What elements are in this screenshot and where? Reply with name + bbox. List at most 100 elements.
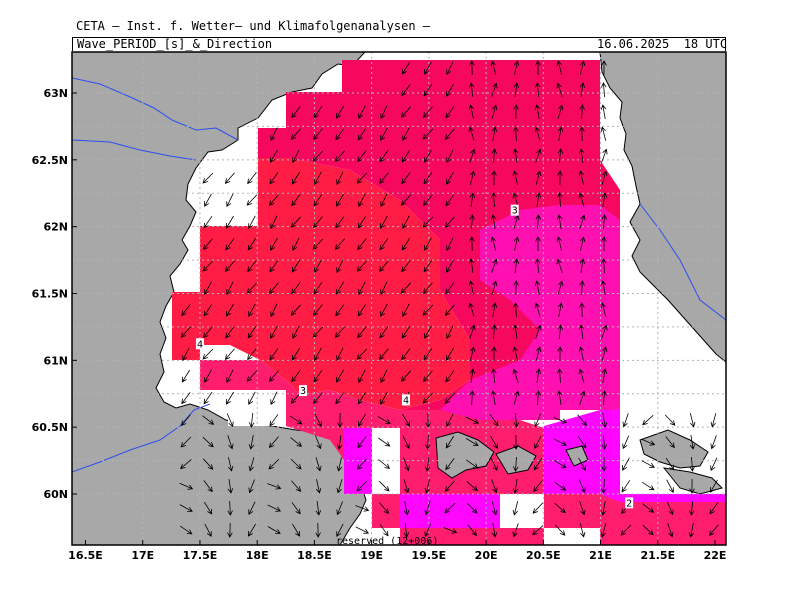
direction-arrow	[557, 192, 563, 208]
direction-arrow	[641, 438, 656, 446]
direction-arrow	[535, 324, 542, 339]
direction-arrow	[579, 501, 586, 516]
direction-arrow	[379, 238, 389, 251]
graticule	[72, 52, 726, 545]
direction-arrow	[642, 415, 654, 426]
direction-arrow	[512, 346, 518, 361]
direction-arrow	[246, 194, 258, 206]
direction-arrow	[445, 347, 454, 361]
direction-arrow	[710, 457, 718, 472]
direction-arrow	[601, 346, 608, 361]
y-tick-label: 61N	[43, 354, 68, 367]
direction-arrow	[402, 435, 410, 450]
direction-arrow	[557, 148, 564, 164]
direction-arrow	[446, 413, 454, 427]
svg-text:4: 4	[197, 339, 203, 350]
direction-arrow	[292, 149, 300, 163]
direction-arrow	[535, 346, 542, 361]
direction-arrow	[621, 479, 631, 493]
direction-arrow	[227, 435, 234, 450]
direction-arrow	[445, 282, 455, 295]
direction-arrow	[577, 414, 587, 427]
direction-arrow	[379, 150, 389, 163]
direction-arrow	[401, 84, 411, 97]
direction-arrow	[601, 82, 607, 98]
direction-arrow	[689, 413, 696, 428]
direction-arrow	[204, 369, 212, 383]
direction-arrow	[491, 324, 497, 340]
direction-arrow	[225, 238, 235, 251]
direction-arrow	[402, 413, 411, 427]
direction-arrow	[491, 501, 498, 516]
direction-arrow	[336, 171, 344, 186]
direction-arrow	[535, 192, 542, 207]
direction-arrow	[490, 435, 498, 449]
direction-arrow	[688, 523, 695, 538]
contour-label: 4	[401, 394, 410, 406]
direction-arrow	[535, 236, 541, 252]
direction-arrow	[557, 324, 564, 340]
direction-arrow	[204, 193, 212, 207]
direction-arrow	[444, 128, 455, 140]
direction-arrow	[314, 171, 322, 185]
direction-arrow	[357, 215, 367, 229]
direction-arrow	[553, 459, 567, 469]
direction-arrow	[710, 479, 718, 493]
direction-arrow	[358, 281, 366, 295]
direction-arrow	[423, 171, 433, 185]
direction-arrow	[401, 149, 411, 163]
direction-arrow	[335, 128, 345, 141]
map-frame	[71, 51, 727, 546]
direction-arrow	[534, 126, 541, 141]
direction-arrow	[248, 479, 255, 494]
direction-arrow	[202, 348, 214, 360]
direction-arrow	[355, 505, 370, 512]
direction-arrow	[270, 215, 278, 230]
direction-arrow	[247, 348, 257, 361]
direction-arrow	[227, 500, 233, 516]
direction-arrow	[380, 281, 388, 296]
direction-arrow	[513, 258, 520, 273]
direction-arrow	[601, 324, 608, 339]
direction-arrow	[247, 260, 257, 273]
direction-arrow	[402, 303, 410, 317]
direction-arrow	[425, 434, 431, 450]
direction-arrow	[556, 258, 563, 273]
direction-arrow	[491, 523, 498, 538]
direction-arrow	[269, 348, 279, 361]
direction-arrow	[378, 348, 389, 361]
direction-arrow	[490, 236, 497, 251]
direction-arrow	[400, 194, 411, 206]
direction-arrow	[557, 170, 563, 186]
direction-arrow	[620, 524, 632, 536]
direction-arrow	[379, 326, 389, 339]
direction-arrow	[290, 437, 303, 447]
direction-arrow	[315, 501, 322, 516]
direction-arrow	[491, 82, 498, 97]
direction-arrow	[313, 216, 323, 229]
direction-arrow	[357, 436, 367, 449]
x-tick-label: 21E	[589, 549, 612, 562]
direction-arrow	[535, 170, 542, 185]
x-tick-label: 21.5E	[640, 549, 675, 562]
x-tick-label: 18E	[246, 549, 269, 562]
direction-arrow	[557, 346, 563, 362]
direction-arrow	[225, 326, 235, 339]
direction-arrow	[579, 390, 586, 405]
direction-arrow	[535, 60, 541, 76]
direction-arrow	[315, 435, 322, 450]
direction-arrow	[334, 238, 345, 250]
direction-arrow	[535, 390, 541, 406]
direction-arrow	[268, 370, 279, 383]
direction-arrow	[334, 326, 345, 338]
direction-arrow	[314, 347, 322, 361]
direction-arrow	[380, 127, 388, 141]
direction-arrow	[469, 60, 475, 76]
direction-arrow	[401, 61, 411, 75]
direction-arrow	[380, 391, 388, 405]
direction-arrow	[578, 192, 585, 207]
direction-arrow	[291, 282, 301, 295]
direction-arrow	[491, 302, 498, 317]
direction-arrow	[446, 237, 454, 252]
direction-arrow	[314, 259, 322, 273]
